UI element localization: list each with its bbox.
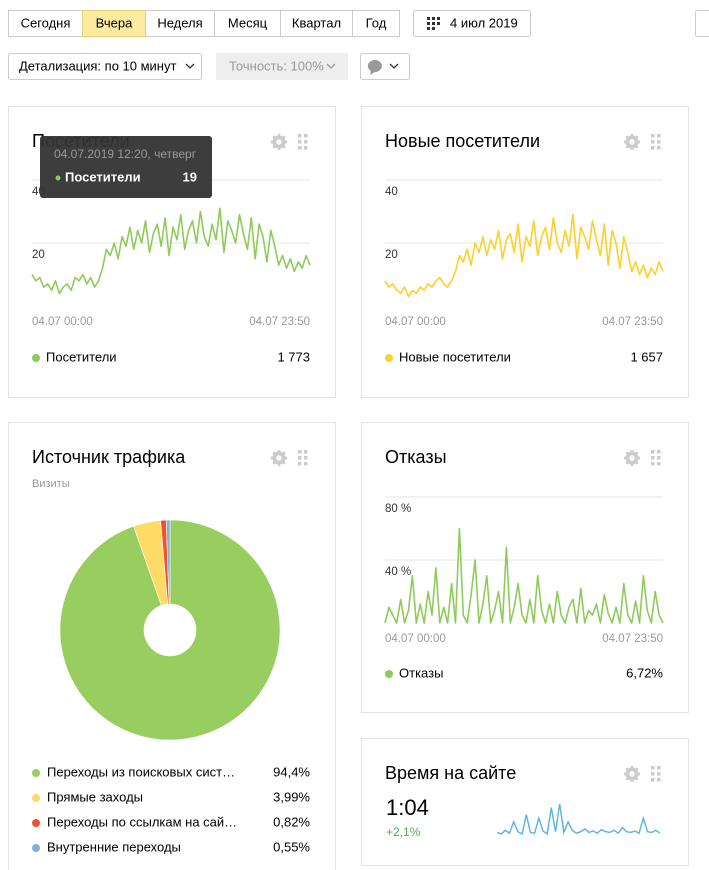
period-label: Квартал (292, 15, 341, 30)
x-tick-label: 04.07 00:00 (32, 316, 93, 328)
tooltip (40, 136, 212, 198)
x-tick-label: 04.07 00:00 (385, 316, 446, 328)
settings-icon[interactable] (270, 449, 288, 467)
legend-label: Внутренние переходы (47, 839, 181, 854)
accuracy-label: Точность: 100% (229, 58, 324, 73)
y-tick-label: 40 % (385, 566, 411, 578)
period-label: Год (366, 15, 387, 30)
settings-icon[interactable] (623, 449, 641, 467)
series-line (384, 213, 664, 298)
chevron (389, 63, 399, 69)
legend-marker (385, 670, 393, 678)
legend-label: Переходы из поисковых сист… (47, 764, 235, 779)
period-button[interactable] (82, 10, 146, 37)
legend-value: 3,99% (273, 789, 310, 804)
date-button[interactable] (413, 10, 531, 37)
legend-total: 6,72% (626, 665, 663, 680)
widget (361, 106, 689, 398)
legend-marker (32, 354, 40, 362)
period-button[interactable] (214, 10, 281, 37)
legend-marker (32, 769, 40, 777)
tooltip-time: 04.07.2019 12:20, четверг (54, 147, 197, 161)
metric-value: 1:04 (386, 795, 429, 820)
chevron (326, 63, 336, 69)
legend-marker (32, 794, 40, 802)
settings-icon[interactable] (623, 133, 641, 151)
period-label: Сегодня (21, 15, 71, 30)
y-tick-label: 40 (385, 186, 398, 198)
period-label: Неделя (157, 15, 202, 30)
accuracy-dropdown[interactable] (216, 53, 348, 80)
detail-label: Детализация: по 10 минут (19, 58, 176, 73)
widget-subtitle: Визиты (32, 478, 70, 490)
x-tick-label: 04.07 23:50 (249, 316, 310, 328)
metric-change: +2,1% (386, 825, 421, 839)
sparkline (496, 803, 661, 836)
tooltip-series: Посетители (65, 169, 141, 184)
legend-value: 94,4% (273, 764, 310, 779)
period-button[interactable] (280, 10, 353, 37)
widget-title: Новые посетители (385, 131, 540, 151)
y-tick-label: 20 (385, 249, 398, 261)
settings-icon[interactable] (623, 765, 641, 783)
widget-title: Время на сайте (385, 763, 516, 783)
legend-label: Новые посетители (399, 349, 511, 364)
widget (361, 422, 689, 713)
detail-dropdown[interactable] (8, 53, 202, 80)
legend-marker (32, 844, 40, 852)
tooltip-value: 19 (183, 169, 197, 184)
legend-label: Посетители (46, 349, 117, 364)
y-tick-label: 20 (32, 249, 45, 261)
y-tick-label: 80 % (385, 503, 411, 515)
date-label: 4 июл 2019 (450, 15, 518, 30)
series-line (384, 527, 664, 624)
chevron (185, 63, 195, 69)
export-button[interactable] (695, 10, 709, 37)
legend-marker (385, 354, 393, 362)
comment-icon (367, 60, 382, 75)
widget-title: Источник трафика (32, 447, 186, 467)
period-button[interactable] (352, 10, 400, 37)
x-tick-label: 04.07 23:50 (602, 633, 663, 645)
x-tick-label: 04.07 00:00 (385, 633, 446, 645)
period-label: Месяц (228, 15, 268, 30)
legend-total: 1 657 (630, 349, 663, 364)
legend-label: Переходы по ссылкам на сай… (47, 814, 237, 829)
legend-total: 1 773 (277, 349, 310, 364)
legend-marker (32, 819, 40, 827)
x-tick-label: 04.07 23:50 (602, 316, 663, 328)
series-line (31, 207, 311, 295)
period-label: Вчера (96, 15, 133, 30)
pie-slice (59, 519, 281, 741)
calendar-icon (427, 17, 440, 30)
widget-title: Отказы (385, 447, 447, 467)
legend-label: Прямые заходы (47, 789, 143, 804)
settings-icon[interactable] (270, 133, 288, 151)
pie-slice (165, 519, 171, 605)
comments-dropdown[interactable] (360, 53, 410, 80)
widget (361, 738, 689, 866)
legend-label: Отказы (399, 665, 443, 680)
legend-value: 0,82% (273, 814, 310, 829)
tooltip-marker (55, 175, 61, 181)
period-button[interactable] (145, 10, 215, 37)
legend-value: 0,55% (273, 839, 310, 854)
